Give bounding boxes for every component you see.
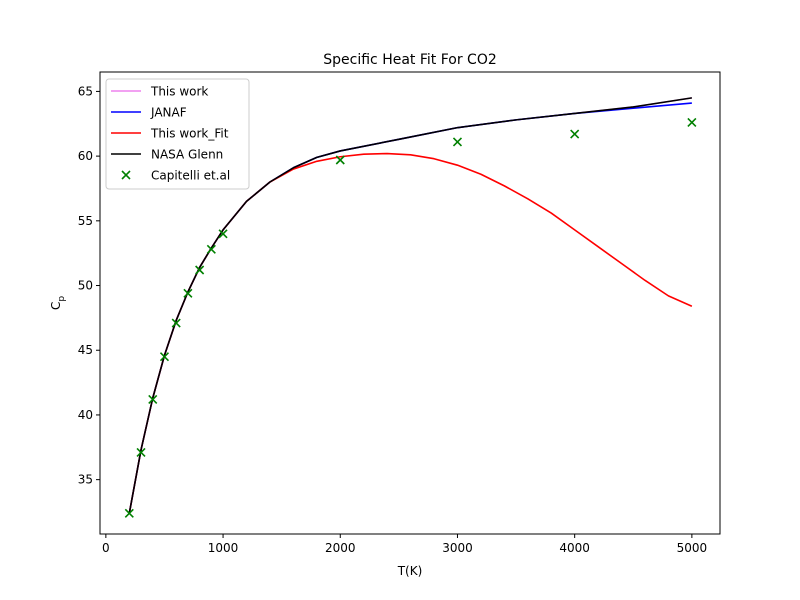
- legend: This work JANAF This work_Fit NASA Glenn Cap…: [105, 78, 250, 190]
- data-point-capitelli-et-al-stroke-b: [452, 137, 463, 147]
- y-tick-label: 45: [78, 343, 93, 357]
- data-point-capitelli-et-al-stroke-b: [136, 447, 146, 458]
- legend-label-this-work-fit: This work_Fit: [150, 127, 229, 141]
- data-point-capitelli-et-al: [218, 229, 228, 239]
- data-point-capitelli-et-al: [183, 288, 193, 298]
- data-point-capitelli-et-al-stroke-b: [171, 318, 181, 328]
- y-tick-label: 55: [78, 214, 93, 228]
- data-point-capitelli-et-al: [195, 265, 205, 275]
- y-axis-label-main: C: [49, 302, 63, 310]
- y-tick-label: 35: [78, 473, 93, 487]
- y-tick-label: 65: [78, 84, 93, 98]
- data-point-capitelli-et-al: [206, 244, 216, 254]
- legend-box: [105, 78, 250, 190]
- data-point-capitelli-et-al: [335, 155, 345, 165]
- x-tick-label: 2000: [325, 541, 356, 555]
- y-axis-ticks: 35 40 45 50 55 60 65: [78, 84, 100, 487]
- x-tick-label: 5000: [677, 541, 708, 555]
- data-point-capitelli-et-al-stroke-b: [124, 508, 134, 518]
- plot-frame: [99, 71, 721, 535]
- x-tick-label: 3000: [442, 541, 473, 555]
- y-tick-label: 40: [78, 408, 93, 422]
- data-point-capitelli-et-al: [687, 117, 697, 128]
- x-tick-label: 4000: [559, 541, 590, 555]
- x-tick-label: 0: [102, 541, 110, 555]
- y-tick-label: 60: [78, 149, 93, 163]
- series-line-nasa-glenn: [128, 97, 692, 514]
- data-point-capitelli-et-al: [452, 137, 463, 147]
- data-point-capitelli-et-al-stroke-b: [687, 117, 697, 128]
- data-point-capitelli-et-al: [148, 394, 158, 404]
- x-axis-ticks: 0 1000 2000 3000 4000 5000: [102, 534, 707, 555]
- data-point-capitelli-et-al-stroke-b: [148, 394, 158, 404]
- legend-label-this-work: This work: [150, 85, 208, 99]
- data-point-capitelli-et-al-stroke-b: [206, 244, 216, 254]
- legend-swatch-capitelli-et-al: [121, 170, 131, 180]
- y-axis-label-sub: p: [57, 296, 67, 302]
- legend-swatch-capitelli-et-al-stroke-b: [121, 170, 131, 180]
- data-point-capitelli-et-al: [124, 508, 134, 518]
- data-point-capitelli-et-al-stroke-b: [335, 155, 345, 165]
- legend-label-capitelli-et-al: Capitelli et.al: [151, 169, 230, 183]
- x-axis-label: T(K): [397, 564, 423, 578]
- data-point-capitelli-et-al-stroke-b: [195, 265, 205, 275]
- data-point-capitelli-et-al: [159, 352, 170, 362]
- data-point-capitelli-et-al: [570, 129, 580, 139]
- legend-entries: This work JANAF This work_Fit NASA Glenn Cap…: [111, 85, 230, 183]
- series-layer: [124, 97, 697, 518]
- data-point-capitelli-et-al: [171, 318, 181, 328]
- y-axis-label: Cp: [49, 296, 67, 310]
- legend-label-janaf: JANAF: [150, 106, 187, 120]
- data-point-capitelli-et-al-stroke-b: [570, 129, 580, 139]
- x-tick-label: 1000: [208, 541, 239, 555]
- legend-label-nasa-glenn: NASA Glenn: [151, 148, 223, 162]
- data-point-capitelli-et-al-stroke-b: [159, 352, 170, 362]
- data-point-capitelli-et-al: [136, 447, 146, 458]
- data-point-capitelli-et-al-stroke-b: [218, 229, 228, 239]
- y-tick-label: 50: [78, 279, 93, 293]
- chart-title: Specific Heat Fit For CO2: [323, 52, 497, 68]
- data-point-capitelli-et-al-stroke-b: [183, 288, 193, 298]
